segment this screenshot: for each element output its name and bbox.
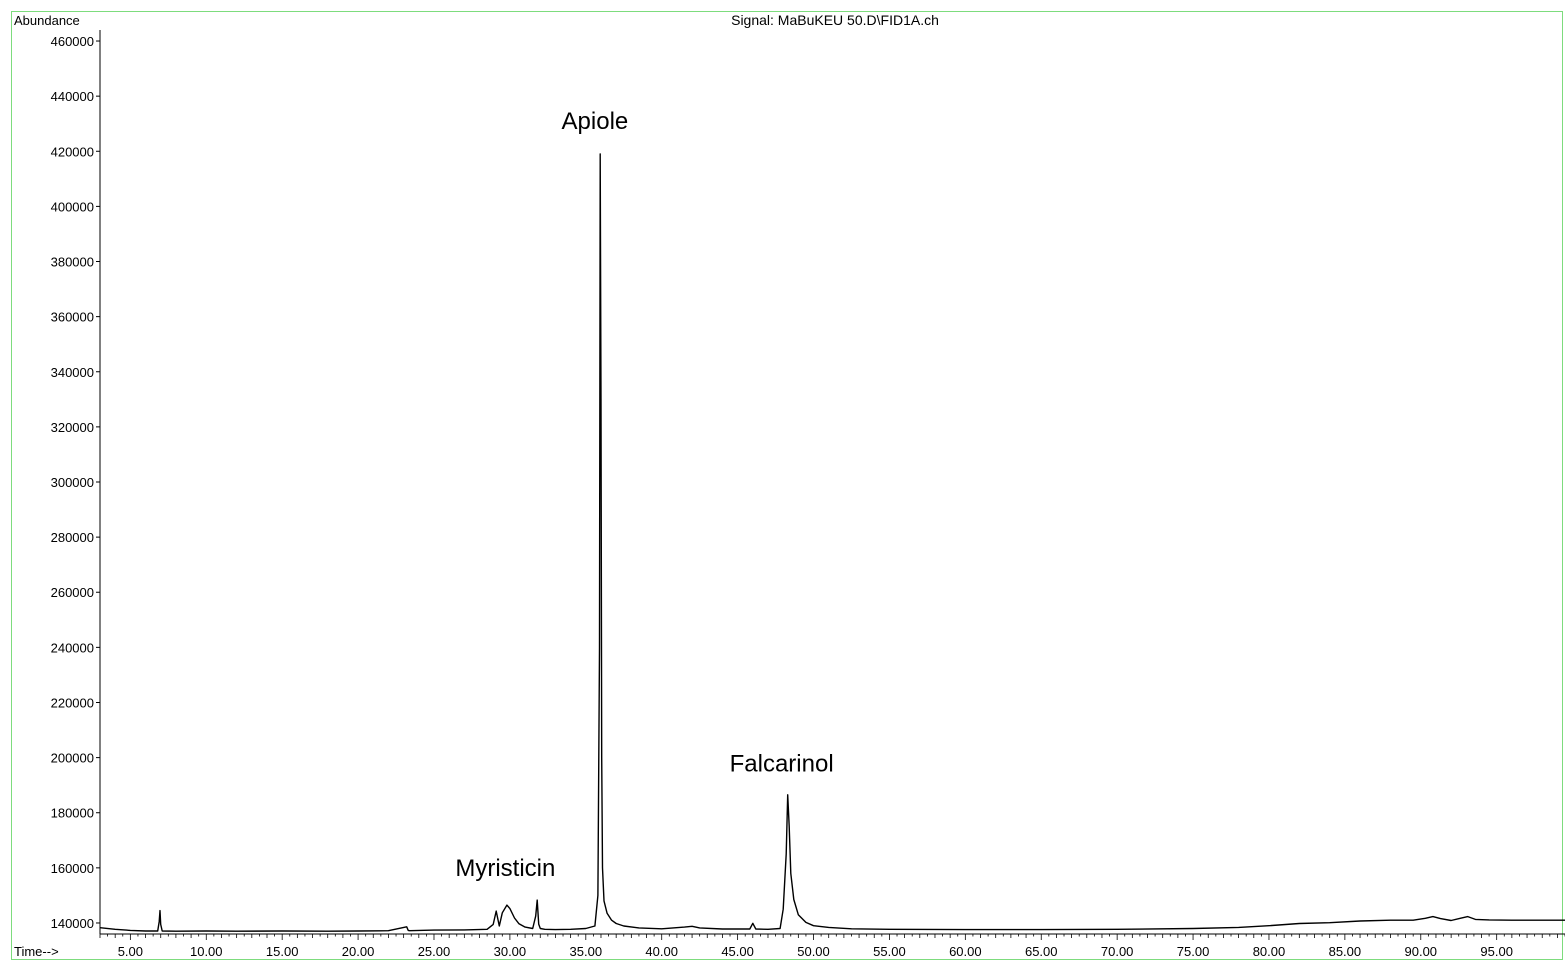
y-tick-label: 220000 bbox=[51, 695, 94, 710]
x-tick-label: 80.00 bbox=[1253, 944, 1286, 959]
y-tick-label: 140000 bbox=[51, 916, 94, 931]
y-tick-label: 360000 bbox=[51, 310, 94, 325]
peak-label: Falcarinol bbox=[730, 750, 834, 777]
x-tick-label: 75.00 bbox=[1177, 944, 1210, 959]
x-tick-label: 20.00 bbox=[342, 944, 375, 959]
y-tick-label: 420000 bbox=[51, 144, 94, 159]
x-tick-label: 5.00 bbox=[118, 944, 143, 959]
y-tick-label: 260000 bbox=[51, 585, 94, 600]
peak-label: Myristicin bbox=[455, 855, 555, 882]
x-axis-label: Time--> bbox=[14, 944, 59, 959]
chart-frame bbox=[11, 11, 1563, 960]
y-tick-label: 300000 bbox=[51, 475, 94, 490]
y-tick-label: 380000 bbox=[51, 255, 94, 270]
y-tick-label: 180000 bbox=[51, 806, 94, 821]
peak-label: Apiole bbox=[562, 108, 629, 135]
annotations: Apiole Myristicin Falcarinol bbox=[455, 108, 833, 882]
y-tick-label: 460000 bbox=[51, 34, 94, 49]
x-tick-label: 15.00 bbox=[266, 944, 299, 959]
x-tick-label: 55.00 bbox=[873, 944, 906, 959]
x-tick-label: 60.00 bbox=[949, 944, 982, 959]
y-tick-label: 280000 bbox=[51, 530, 94, 545]
chart-title: Signal: MaBuKEU 50.D\FID1A.ch bbox=[731, 12, 939, 28]
x-tick-label: 25.00 bbox=[418, 944, 451, 959]
x-tick-label: 10.00 bbox=[190, 944, 223, 959]
x-tick-label: 50.00 bbox=[797, 944, 830, 959]
signal-trace bbox=[99, 153, 1565, 932]
y-tick-label: 400000 bbox=[51, 199, 94, 214]
x-tick-label: 85.00 bbox=[1329, 944, 1362, 959]
y-tick-label: 200000 bbox=[51, 751, 94, 766]
y-tick-label: 160000 bbox=[51, 861, 94, 876]
x-tick-label: 65.00 bbox=[1025, 944, 1058, 959]
axes bbox=[99, 30, 1565, 935]
x-tick-label: 40.00 bbox=[645, 944, 678, 959]
y-ticks: 140000 160000 180000 200000 220000 240000 2600… bbox=[51, 34, 100, 931]
x-tick-label: 95.00 bbox=[1480, 944, 1513, 959]
y-tick-label: 240000 bbox=[51, 640, 94, 655]
y-axis-label: Abundance bbox=[14, 13, 80, 28]
x-tick-label: 35.00 bbox=[570, 944, 603, 959]
y-tick-label: 440000 bbox=[51, 89, 94, 104]
y-tick-label: 320000 bbox=[51, 420, 94, 435]
x-ticks: 5.00 10.00 15.00 20.00 25.00 30.00 35.00 40.00 4… bbox=[99, 934, 1565, 959]
y-tick-label: 340000 bbox=[51, 365, 94, 380]
series-group bbox=[99, 153, 1565, 932]
x-tick-label: 90.00 bbox=[1405, 944, 1438, 959]
x-tick-label: 45.00 bbox=[721, 944, 754, 959]
x-tick-label: 30.00 bbox=[494, 944, 527, 959]
x-tick-label: 70.00 bbox=[1101, 944, 1134, 959]
